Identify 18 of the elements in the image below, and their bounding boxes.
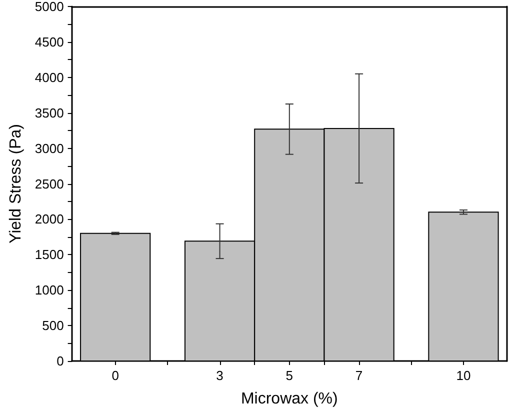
y-tick-label: 4500 <box>34 34 64 50</box>
x-tick-label: 3 <box>216 368 224 383</box>
y-tick-label: 0 <box>56 354 64 368</box>
y-axis-title: Yield Stress (Pa) <box>8 124 24 244</box>
x-tick-label: 5 <box>286 368 294 383</box>
y-tick-label: 1500 <box>34 247 64 262</box>
y-tick-label: 3000 <box>34 140 64 156</box>
x-tick-label: 0 <box>112 368 119 383</box>
y-tick-label: 2500 <box>34 176 64 192</box>
y-tick-label: 5000 <box>34 0 64 14</box>
x-tick-label: 10 <box>456 368 471 383</box>
y-tick-label: 2000 <box>34 212 64 227</box>
x-axis-title: Microwax (%) <box>240 390 338 408</box>
y-tick-label: 3500 <box>34 105 64 120</box>
y-tick-label: 1000 <box>34 282 64 298</box>
y-tick-label: 4000 <box>34 70 64 85</box>
y-tick-label: 500 <box>42 318 64 334</box>
x-tick-label: 7 <box>355 368 363 383</box>
